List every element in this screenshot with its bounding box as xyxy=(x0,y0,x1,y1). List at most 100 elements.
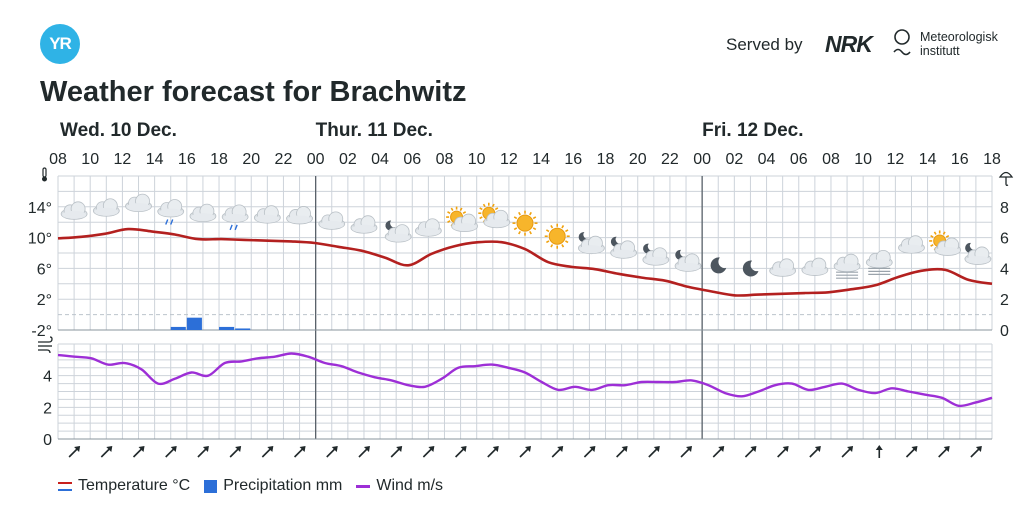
arrow-ne-icon xyxy=(197,446,209,458)
arrow-ne-icon xyxy=(841,446,854,458)
arrow-ne-icon xyxy=(455,446,467,458)
arrow-ne-icon xyxy=(358,446,370,458)
yr-logo-text: YR xyxy=(49,34,72,53)
umbrella-icon xyxy=(998,171,1014,186)
cloudy-icon xyxy=(286,206,313,225)
cloudy-icon xyxy=(189,203,217,223)
temp-axis-tick-label: 10° xyxy=(28,231,52,248)
precipitation-bar xyxy=(219,326,235,330)
fog-icon xyxy=(865,249,893,275)
night-cloudy-icon xyxy=(964,242,992,265)
legend-precipitation-swatch xyxy=(204,479,218,493)
cloudy-icon xyxy=(898,235,925,254)
hour-tick-label: 20 xyxy=(242,151,260,168)
met-logo-text[interactable]: Meteorologisk institutt xyxy=(920,30,998,58)
served-by-label: Served by xyxy=(726,35,803,54)
hour-tick-label: 12 xyxy=(886,151,904,168)
page-title: Weather forecast for Brachwitz xyxy=(40,76,467,108)
yr-logo[interactable]: YR xyxy=(40,24,80,64)
night-cloudy-icon xyxy=(578,232,605,255)
arrow-ne-icon xyxy=(905,446,918,458)
arrow-ne-icon xyxy=(583,446,596,458)
chart-grid xyxy=(57,175,993,440)
arrow-n-icon xyxy=(875,445,883,458)
day-label: Wed. 10 Dec. xyxy=(60,120,177,141)
cloudy-rain-icon xyxy=(221,204,249,231)
hour-tick-label: 06 xyxy=(790,151,808,168)
arrow-ne-icon xyxy=(519,446,531,458)
hour-tick-label: 14 xyxy=(532,151,550,168)
arrow-ne-icon xyxy=(551,446,564,458)
cloudy-icon xyxy=(125,193,152,213)
precipitation-bar xyxy=(186,317,202,330)
temp-axis-tick-label: 14° xyxy=(28,200,52,217)
legend-wind: Wind m/s xyxy=(356,477,443,495)
precip-axis-tick-label: 8 xyxy=(1000,200,1009,217)
legend-precipitation: Precipitation mm xyxy=(204,477,342,495)
cloudy-icon xyxy=(350,215,378,234)
thermometer-icon xyxy=(42,167,47,182)
nrk-logo[interactable]: NRK xyxy=(825,31,873,57)
hour-tick-label: 16 xyxy=(951,151,969,168)
cloudy-icon xyxy=(60,201,88,220)
hour-tick-label: 14 xyxy=(146,151,164,168)
hour-tick-label: 00 xyxy=(693,151,711,168)
legend-temperature-swatch xyxy=(58,481,72,491)
legend-precipitation-label: Precipitation mm xyxy=(223,477,343,494)
hour-tick-label: 02 xyxy=(725,151,743,168)
arrow-ne-icon xyxy=(261,446,274,458)
hour-tick-label: 02 xyxy=(339,151,357,168)
day-label: Fri. 12 Dec. xyxy=(702,120,803,141)
night-cloudy-icon xyxy=(674,249,702,272)
arrow-ne-icon xyxy=(648,446,660,458)
sun-cloud-icon xyxy=(446,206,478,232)
hour-tick-label: 10 xyxy=(468,151,486,168)
sun-icon xyxy=(512,210,538,236)
precipitation-bar xyxy=(170,326,186,330)
temp-axis-tick-label: 6° xyxy=(37,261,52,278)
arrow-ne-icon xyxy=(938,446,950,458)
precip-axis-tick-label: 2 xyxy=(1000,292,1009,309)
hour-tick-label: 14 xyxy=(919,151,937,168)
temperature-line xyxy=(57,227,993,297)
hour-tick-label: 10 xyxy=(81,151,99,168)
hour-tick-label: 08 xyxy=(822,151,840,168)
temp-axis-tick-label: -2° xyxy=(31,323,52,340)
cloudy-icon xyxy=(92,198,120,217)
legend-temperature: Temperature °C xyxy=(58,477,190,495)
night-cloudy-icon xyxy=(610,236,638,259)
met-line1: Meteorologisk xyxy=(920,30,998,44)
wind-axis-tick-label: 0 xyxy=(43,432,52,449)
fog-icon xyxy=(833,253,861,279)
wind-axis-tick-label: 2 xyxy=(43,400,52,417)
forecast-chart: Wed. 10 Dec. Thur. 11 Dec. Fri. 12 Dec.08 1… xyxy=(28,120,1014,458)
day-label: Thur. 11 Dec. xyxy=(316,120,433,141)
legend-wind-label: Wind m/s xyxy=(376,477,444,494)
hour-tick-label: 18 xyxy=(597,151,615,168)
arrow-ne-icon xyxy=(68,446,81,458)
arrow-ne-icon xyxy=(777,446,789,458)
arrow-ne-icon xyxy=(809,446,821,458)
arrow-ne-icon xyxy=(132,446,145,458)
sun-icon xyxy=(544,223,570,249)
temp-axis-tick-label: 2° xyxy=(37,292,52,309)
arrow-ne-icon xyxy=(680,446,693,458)
cloudy-rain-icon xyxy=(157,199,185,225)
hour-tick-label: 08 xyxy=(49,151,67,168)
hour-tick-label: 18 xyxy=(983,151,1001,168)
moon-icon xyxy=(710,257,727,274)
arrow-ne-icon xyxy=(712,446,725,458)
legend-wind-swatch xyxy=(356,484,371,488)
hour-tick-label: 12 xyxy=(500,151,518,168)
sun-cloud-icon xyxy=(478,202,511,229)
hour-tick-label: 16 xyxy=(178,151,196,168)
wind-icon xyxy=(38,336,53,354)
arrow-ne-icon xyxy=(422,446,435,458)
met-logo-icon xyxy=(893,29,911,56)
night-cloudy-icon xyxy=(384,220,412,243)
precip-axis-tick-label: 0 xyxy=(1000,323,1009,340)
hour-tick-label: 06 xyxy=(403,151,421,168)
arrow-ne-icon xyxy=(616,446,628,458)
cloudy-icon xyxy=(769,258,797,277)
cloudy-icon xyxy=(253,205,281,224)
